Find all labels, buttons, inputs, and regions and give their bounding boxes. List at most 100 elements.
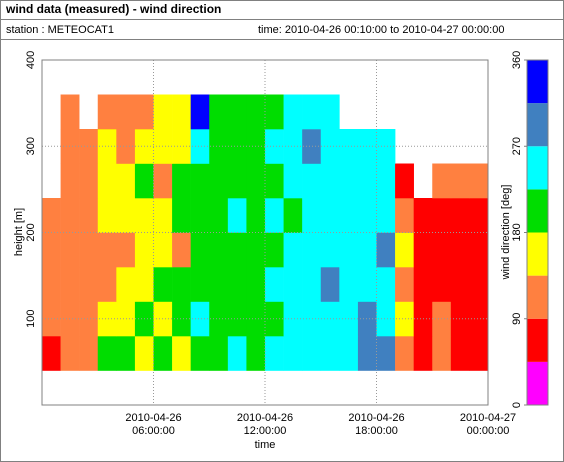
cell (190, 336, 210, 371)
cell (42, 232, 61, 268)
colorbar-segment (527, 361, 548, 405)
cell (42, 198, 61, 233)
cell (79, 129, 99, 164)
cell (97, 163, 117, 199)
cell (283, 198, 303, 233)
cell (60, 198, 80, 233)
cell (209, 301, 229, 337)
x-tick-label: 2010-04-26 18:00:00 (348, 412, 405, 437)
cell (227, 336, 247, 371)
cell (339, 267, 359, 302)
cell (153, 232, 173, 268)
colorbar-segment (527, 60, 548, 104)
cell (116, 129, 136, 164)
cell (432, 232, 452, 268)
cell (116, 163, 136, 199)
cell (469, 163, 489, 199)
cell (265, 163, 284, 199)
cell (283, 301, 303, 337)
cell (432, 163, 452, 199)
cell (376, 163, 396, 199)
cell (42, 336, 61, 371)
cell (209, 232, 229, 268)
cell (357, 232, 377, 268)
y-tick-label: 300 (25, 137, 37, 155)
cell (209, 336, 229, 371)
cell (246, 198, 266, 233)
cell (376, 301, 396, 337)
cell (469, 267, 489, 302)
colorbar-tick-label: 270 (511, 137, 523, 155)
cell (376, 336, 396, 371)
cell (339, 232, 359, 268)
cell (450, 163, 470, 199)
cell (246, 267, 266, 302)
cell (432, 267, 452, 302)
cell (116, 301, 136, 337)
cell (116, 94, 136, 130)
cell (172, 94, 191, 130)
cell (265, 94, 284, 130)
colorbar-segment (527, 275, 548, 319)
cell (246, 163, 266, 199)
cell (450, 301, 470, 337)
cell (79, 198, 99, 233)
cell (357, 267, 377, 302)
cell (172, 129, 191, 164)
y-axis-label: height [m] (13, 208, 25, 256)
cell (376, 129, 396, 164)
cell (302, 163, 322, 199)
cell (172, 232, 191, 268)
colorbar-tick-label: 0 (511, 402, 523, 408)
cell (357, 198, 377, 233)
cell (302, 94, 322, 130)
cell (320, 267, 340, 302)
cell (227, 232, 247, 268)
colorbar-segment (527, 318, 548, 362)
cell (190, 301, 210, 337)
cell (450, 198, 470, 233)
cell (209, 94, 229, 130)
station: station : METEOCAT1 (6, 24, 114, 36)
colorbar-tick-label: 90 (511, 313, 523, 325)
cell (227, 198, 247, 233)
cell (60, 301, 80, 337)
cell (97, 336, 117, 371)
cell (97, 232, 117, 268)
cell (450, 232, 470, 268)
cell (302, 267, 322, 302)
cell (227, 163, 247, 199)
cell (60, 163, 80, 199)
x-tick-label: 2010-04-26 06:00:00 (125, 412, 182, 437)
cell (376, 267, 396, 302)
x-axis-label: time (255, 439, 276, 451)
cell (153, 336, 173, 371)
cell (97, 301, 117, 337)
y-tick-label: 200 (25, 223, 37, 241)
cell (339, 163, 359, 199)
cell (134, 163, 154, 199)
cell (339, 336, 359, 371)
cell (134, 94, 154, 130)
cell (134, 267, 154, 302)
cell (60, 94, 80, 130)
cell (450, 336, 470, 371)
cell (265, 267, 284, 302)
cell (320, 232, 340, 268)
cell (116, 267, 136, 302)
cell (413, 232, 433, 268)
cell (172, 301, 191, 337)
cell (432, 198, 452, 233)
cell (357, 301, 377, 337)
cell (190, 163, 210, 199)
cell (209, 163, 229, 199)
cell (265, 198, 284, 233)
cell (79, 232, 99, 268)
cell (395, 232, 414, 268)
cell (97, 129, 117, 164)
cell (153, 163, 173, 199)
cell (395, 267, 414, 302)
cell (60, 232, 80, 268)
cell (134, 336, 154, 371)
